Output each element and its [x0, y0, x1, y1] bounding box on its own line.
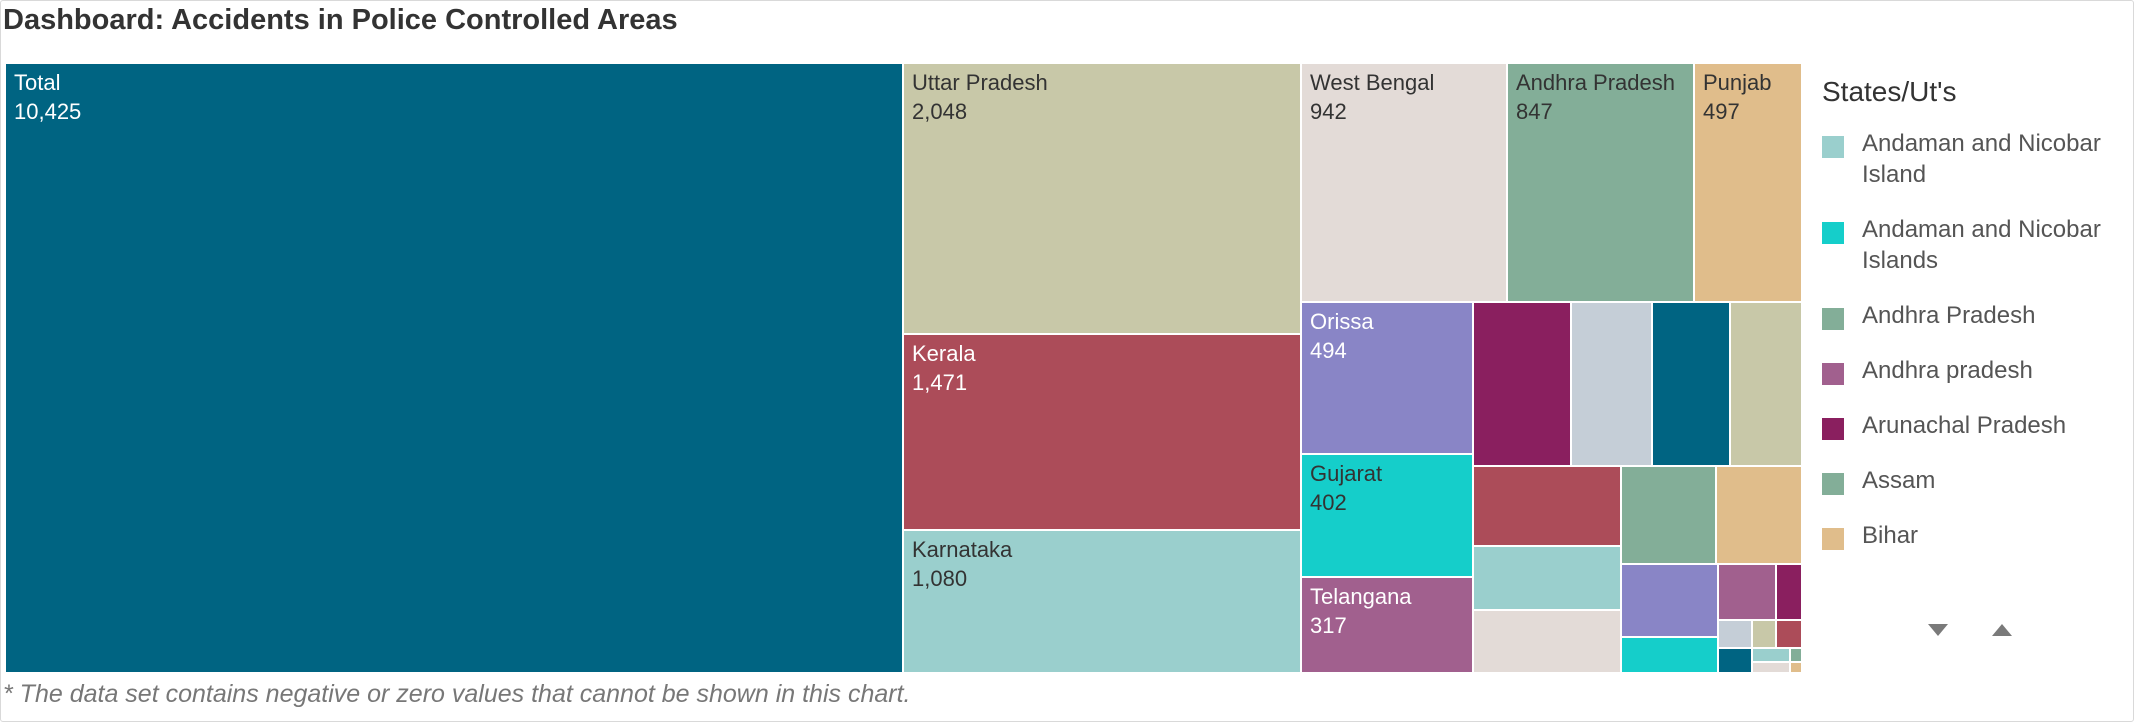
- tile-unlabeled-20[interactable]: [1751, 661, 1791, 674]
- tile-unlabeled-6[interactable]: [1620, 465, 1717, 565]
- tile-unlabeled-18[interactable]: [1751, 647, 1791, 663]
- tile-uttar-pradesh[interactable]: [902, 62, 1302, 335]
- legend-swatch: [1822, 418, 1844, 440]
- page-title: Dashboard: Accidents in Police Controlle…: [3, 4, 678, 36]
- treemap-chart: Total 10,425 Uttar Pradesh 2,048 Kerala 1,471…: [4, 62, 1803, 674]
- tile-label-andhra-pradesh: Andhra Pradesh: [1516, 70, 1675, 95]
- legend-scroll-up-icon[interactable]: [1988, 618, 2016, 640]
- tile-telangana[interactable]: [1300, 576, 1474, 674]
- tile-value-telangana: 317: [1310, 613, 1347, 638]
- tile-unlabeled-13[interactable]: [1620, 636, 1719, 674]
- tile-label-kerala: Kerala: [912, 341, 976, 366]
- tile-unlabeled-15[interactable]: [1751, 619, 1777, 649]
- legend-item[interactable]: Arunachal Pradesh: [1822, 410, 2122, 441]
- legend-item[interactable]: Bihar: [1822, 520, 2122, 551]
- legend-item[interactable]: Andhra Pradesh: [1822, 300, 2122, 331]
- tile-value-orissa: 494: [1310, 338, 1347, 363]
- tile-value-west-bengal: 942: [1310, 99, 1347, 124]
- legend-label: Arunachal Pradesh: [1862, 412, 2067, 439]
- tile-unlabeled-14[interactable]: [1717, 619, 1753, 649]
- tile-unlabeled-1[interactable]: [1472, 301, 1572, 467]
- tile-value-punjab: 497: [1703, 99, 1740, 124]
- tile-west-bengal[interactable]: [1300, 62, 1508, 303]
- tile-kerala[interactable]: [902, 333, 1302, 531]
- tile-unlabeled-7[interactable]: [1715, 465, 1803, 565]
- tile-unlabeled-4[interactable]: [1729, 301, 1803, 467]
- legend-item[interactable]: Andaman and Nicobar Island: [1822, 128, 2122, 190]
- tile-gujarat[interactable]: [1300, 453, 1474, 578]
- tile-label-punjab: Punjab: [1703, 70, 1772, 95]
- tile-value-andhra-pradesh: 847: [1516, 99, 1553, 124]
- tile-total[interactable]: [4, 62, 904, 674]
- legend-item[interactable]: Andaman and Nicobar Islands: [1822, 214, 2122, 276]
- tile-unlabeled-21[interactable]: [1789, 661, 1803, 674]
- legend-swatch: [1822, 222, 1844, 244]
- tile-label-west-bengal: West Bengal: [1310, 70, 1434, 95]
- tile-unlabeled-9[interactable]: [1620, 563, 1719, 638]
- tile-unlabeled-11[interactable]: [1775, 563, 1803, 621]
- legend-swatch: [1822, 528, 1844, 550]
- legend-title: States/Ut's: [1822, 76, 1957, 107]
- tile-value-uttar-pradesh: 2,048: [912, 99, 967, 124]
- tile-unlabeled-3[interactable]: [1651, 301, 1731, 467]
- tile-unlabeled-2[interactable]: [1570, 301, 1653, 467]
- footnote: * The data set contains negative or zero…: [3, 680, 911, 708]
- legend-label: Andaman and Nicobar Islands: [1862, 216, 2101, 274]
- tile-label-gujarat: Gujarat: [1310, 461, 1382, 486]
- tile-unlabeled-5[interactable]: [1472, 465, 1622, 547]
- legend-list: Andaman and Nicobar Island Andaman and Ni…: [1822, 128, 2122, 580]
- legend-label: Assam: [1862, 467, 1936, 494]
- tile-value-total: 10,425: [14, 99, 81, 124]
- legend-scroll-down-icon[interactable]: [1924, 618, 1952, 640]
- legend-swatch: [1822, 473, 1844, 495]
- legend-swatch: [1822, 308, 1844, 330]
- legend-item[interactable]: Assam: [1822, 465, 2122, 496]
- tile-label-telangana: Telangana: [1310, 584, 1412, 609]
- tile-unlabeled-8[interactable]: [1472, 545, 1622, 611]
- tile-value-karnataka: 1,080: [912, 566, 967, 591]
- tile-punjab[interactable]: [1693, 62, 1803, 303]
- tile-unlabeled-10[interactable]: [1717, 563, 1777, 621]
- legend-label: Andhra Pradesh: [1862, 302, 2036, 329]
- tile-value-kerala: 1,471: [912, 370, 967, 395]
- legend-swatch: [1822, 363, 1844, 385]
- tile-label-total: Total: [14, 70, 60, 95]
- legend-label: Bihar: [1862, 522, 1919, 549]
- tile-label-karnataka: Karnataka: [912, 537, 1013, 562]
- tile-unlabeled-16[interactable]: [1775, 619, 1803, 649]
- legend-label: Andhra pradesh: [1862, 357, 2033, 384]
- tile-value-gujarat: 402: [1310, 490, 1347, 515]
- legend-label: Andaman and Nicobar Island: [1862, 130, 2101, 188]
- tile-label-orissa: Orissa: [1310, 309, 1374, 334]
- tile-label-uttar-pradesh: Uttar Pradesh: [912, 70, 1048, 95]
- tile-unlabeled-12[interactable]: [1472, 609, 1622, 674]
- legend-item[interactable]: Andhra pradesh: [1822, 355, 2122, 386]
- tile-orissa[interactable]: [1300, 301, 1474, 455]
- tile-unlabeled-17[interactable]: [1717, 647, 1753, 674]
- tile-unlabeled-19[interactable]: [1789, 647, 1803, 663]
- legend-swatch: [1822, 136, 1844, 158]
